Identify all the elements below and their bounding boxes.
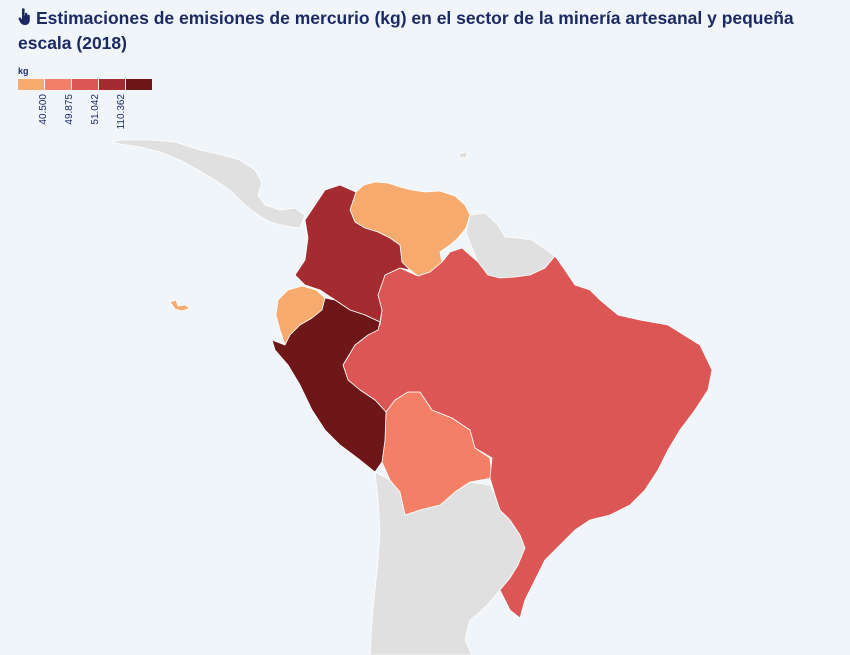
pointer-hand-icon (18, 8, 30, 26)
legend-unit: kg (18, 66, 29, 76)
land-islands (458, 151, 469, 159)
map-title: Estimaciones de emisiones de mercurio (k… (18, 8, 794, 53)
country-colombia: Colombia (294, 184, 411, 323)
legend-color-bar (18, 79, 153, 90)
legend-swatch-0 (18, 79, 45, 90)
land-central-america (111, 139, 306, 229)
legend-swatch-3 (99, 79, 126, 90)
map-header: Estimaciones de emisiones de mercurio (k… (18, 6, 833, 56)
legend-swatch-1 (45, 79, 72, 90)
legend-swatch-2 (72, 79, 99, 90)
country-shapes: Venezuela Ecuador Ecuador Bolivia Brasil… (169, 181, 713, 619)
country-brasil: Brasil (342, 247, 713, 619)
country-galapagos: Ecuador (169, 299, 191, 312)
country-peru: Perú (271, 297, 387, 473)
legend: kg 40.500 49.875 51.042 110.362 (18, 66, 153, 140)
legend-swatch-4 (126, 79, 153, 90)
